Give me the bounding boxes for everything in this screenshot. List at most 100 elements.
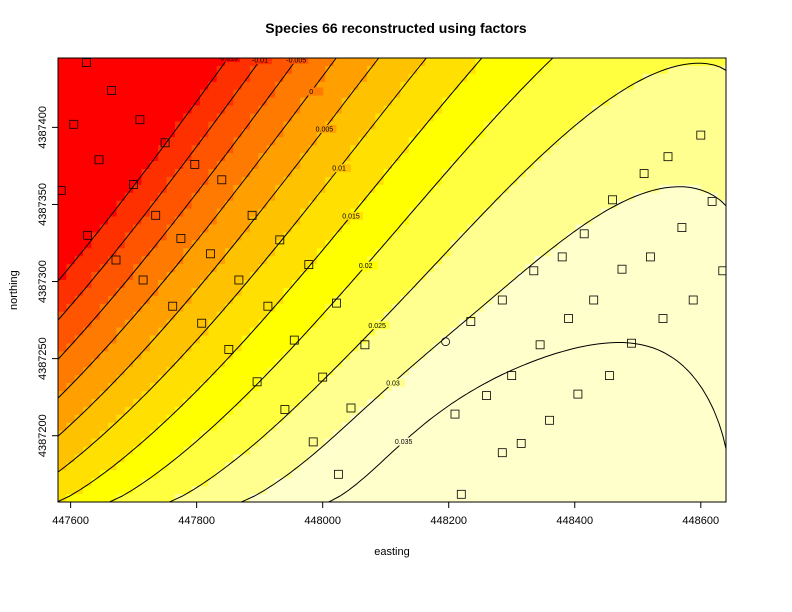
- heatmap-cell: [634, 422, 643, 432]
- heatmap-cell: [617, 446, 627, 455]
- heatmap-cell: [333, 494, 343, 502]
- heatmap-cell: [442, 478, 451, 487]
- heatmap-cell: [91, 224, 101, 233]
- heatmap-cell: [233, 256, 243, 265]
- heatmap-cell: [450, 367, 460, 376]
- heatmap-cell: [91, 391, 101, 400]
- heatmap-cell: [133, 272, 142, 281]
- heatmap-cell: [533, 295, 543, 305]
- heatmap-cell: [617, 145, 627, 154]
- heatmap-cell: [108, 248, 117, 257]
- heatmap-cell: [533, 272, 543, 281]
- heatmap-cell: [425, 367, 435, 376]
- heatmap-cell: [550, 295, 560, 305]
- heatmap-cell: [600, 327, 610, 336]
- heatmap-cell: [609, 65, 618, 75]
- heatmap-cell: [559, 129, 568, 138]
- heatmap-cell: [559, 398, 568, 408]
- heatmap-cell: [600, 256, 610, 265]
- heatmap-cell: [74, 81, 84, 91]
- heatmap-cell: [609, 335, 618, 344]
- heatmap-cell: [617, 438, 627, 447]
- heatmap-cell: [617, 398, 627, 408]
- heatmap-cell: [266, 295, 276, 305]
- data-point: [507, 371, 517, 381]
- heatmap-cell: [667, 161, 677, 170]
- heatmap-cell: [517, 422, 526, 432]
- heatmap-cell: [400, 446, 410, 455]
- heatmap-cell: [625, 438, 635, 447]
- heatmap-cell: [258, 343, 268, 352]
- heatmap-cell: [617, 137, 627, 146]
- data-point: [557, 252, 567, 262]
- heatmap-cell: [533, 303, 543, 313]
- heatmap-cell: [141, 335, 151, 344]
- heatmap-cell: [58, 454, 67, 463]
- heatmap-cell: [66, 454, 76, 463]
- heatmap-cell: [533, 343, 543, 352]
- heatmap-cell: [141, 319, 151, 328]
- heatmap-cell: [325, 391, 334, 400]
- heatmap-cell: [700, 161, 710, 170]
- heatmap-cell: [458, 81, 468, 91]
- heatmap-cell: [408, 430, 418, 439]
- heatmap-cell: [584, 216, 593, 225]
- heatmap-cell: [91, 208, 101, 217]
- heatmap-cell: [675, 430, 685, 439]
- heatmap-cell: [442, 367, 451, 376]
- heatmap-cell: [291, 359, 301, 368]
- heatmap-cell: [458, 169, 468, 178]
- heatmap-cell: [542, 303, 552, 313]
- heatmap-cell: [208, 264, 218, 273]
- heatmap-cell: [567, 208, 577, 217]
- data-point: [707, 196, 717, 206]
- heatmap-cell: [233, 161, 243, 170]
- heatmap-cell: [199, 200, 209, 210]
- heatmap-cell: [625, 470, 635, 479]
- heatmap-cell: [467, 192, 476, 202]
- heatmap-cell: [83, 184, 92, 194]
- heatmap-cell: [383, 97, 393, 106]
- heatmap-cell: [667, 113, 677, 122]
- heatmap-cell: [275, 470, 284, 479]
- heatmap-cell: [174, 248, 184, 257]
- heatmap-cell: [325, 97, 334, 106]
- heatmap-cell: [275, 184, 284, 194]
- heatmap-cell: [275, 486, 284, 495]
- heatmap-cell: [158, 73, 167, 83]
- heatmap-cell: [66, 176, 76, 186]
- heatmap-cell: [700, 264, 710, 273]
- heatmap-cell: [433, 462, 443, 471]
- heatmap-cell: [300, 73, 309, 83]
- heatmap-cell: [300, 367, 309, 376]
- heatmap-cell: [116, 169, 126, 178]
- heatmap-cell: [133, 65, 142, 75]
- heatmap-cell: [442, 208, 451, 217]
- heatmap-cell: [458, 232, 468, 241]
- heatmap-cell: [525, 248, 535, 257]
- heatmap-cell: [350, 176, 359, 186]
- heatmap-cell: [316, 161, 326, 170]
- heatmap-cell: [450, 264, 460, 273]
- heatmap-cell: [366, 184, 376, 194]
- heatmap-cell: [400, 176, 410, 186]
- heatmap-cell: [141, 145, 151, 154]
- heatmap-cell: [525, 367, 535, 376]
- heatmap-cell: [642, 184, 652, 194]
- heatmap-cell: [308, 295, 318, 305]
- heatmap-cell: [333, 216, 343, 225]
- heatmap-cell: [383, 311, 393, 321]
- heatmap-cell: [450, 153, 460, 162]
- heatmap-cell: [483, 73, 493, 83]
- heatmap-cell: [500, 240, 510, 249]
- heatmap-cell: [383, 462, 393, 471]
- heatmap-cell: [650, 192, 660, 202]
- heatmap-cell: [225, 486, 234, 495]
- heatmap-cell: [417, 113, 426, 122]
- heatmap-cell: [458, 58, 468, 67]
- heatmap-cell: [634, 359, 643, 368]
- heatmap-cell: [108, 478, 117, 487]
- heatmap-cell: [692, 406, 702, 416]
- heatmap-cell: [258, 145, 268, 154]
- heatmap-cell: [392, 486, 401, 495]
